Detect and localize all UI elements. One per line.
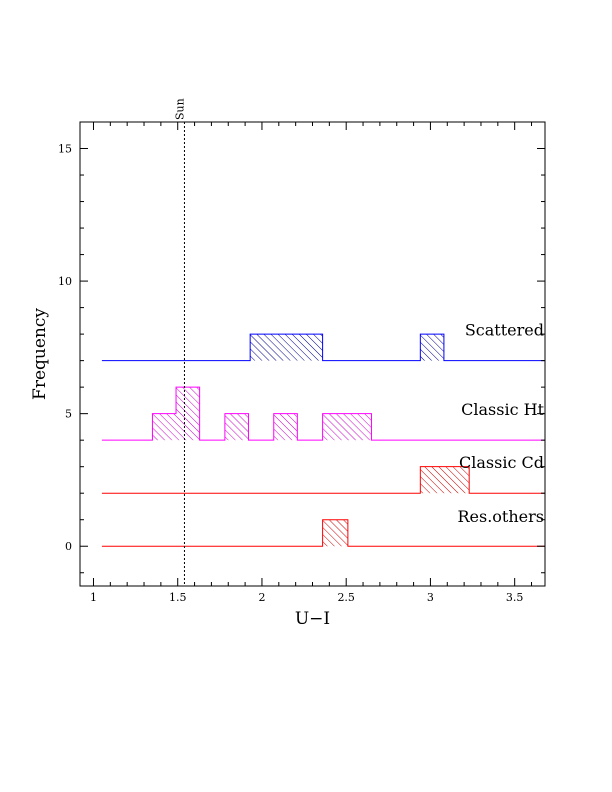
series-label: Classic Ht [461,400,544,419]
series-outline [101,333,545,362]
y-axis-title: Frequency [30,308,50,400]
series-3 [101,519,545,547]
sun-label: Sun [173,98,186,120]
series-label: Scattered [465,321,544,340]
series-2 [101,466,545,494]
axis-ticks [80,121,545,586]
histogram-bar [322,519,348,547]
histogram-bar [420,334,444,361]
series-outline [101,466,545,494]
x-tick-label: 3.5 [506,591,524,604]
y-tick-label: 10 [58,275,72,288]
histogram-bar [250,334,323,361]
histogram-bar [322,413,372,441]
histogram-bar [224,413,249,441]
series-label: Res.others [457,507,544,526]
y-tick-label: 0 [65,540,72,553]
series-0 [101,333,545,362]
x-tick-label: 2.5 [337,591,355,604]
y-tick-label: 5 [65,408,72,421]
series-labels: Scattered Classic Ht Classic Cd Res.others [457,321,544,527]
histogram-bar [152,413,177,441]
x-axis-title: U−I [295,609,330,629]
histogram-bar [176,387,200,441]
x-tick-label: 2 [258,591,265,604]
series-1 [101,386,545,441]
series-label: Classic Cd [459,453,544,472]
x-tick-label: 1.5 [169,591,187,604]
y-tick-label: 15 [58,143,72,156]
x-tick-label: 3 [427,591,434,604]
series-outline [101,519,545,547]
histogram-bar [273,413,298,441]
x-tick-label: 1 [90,591,97,604]
series-outline [101,386,545,441]
histogram-bar [420,466,470,494]
axis-tick-labels: 1 1.5 2 2.5 3 3.5 0 5 10 15 [58,143,523,604]
series-layer [101,333,545,547]
